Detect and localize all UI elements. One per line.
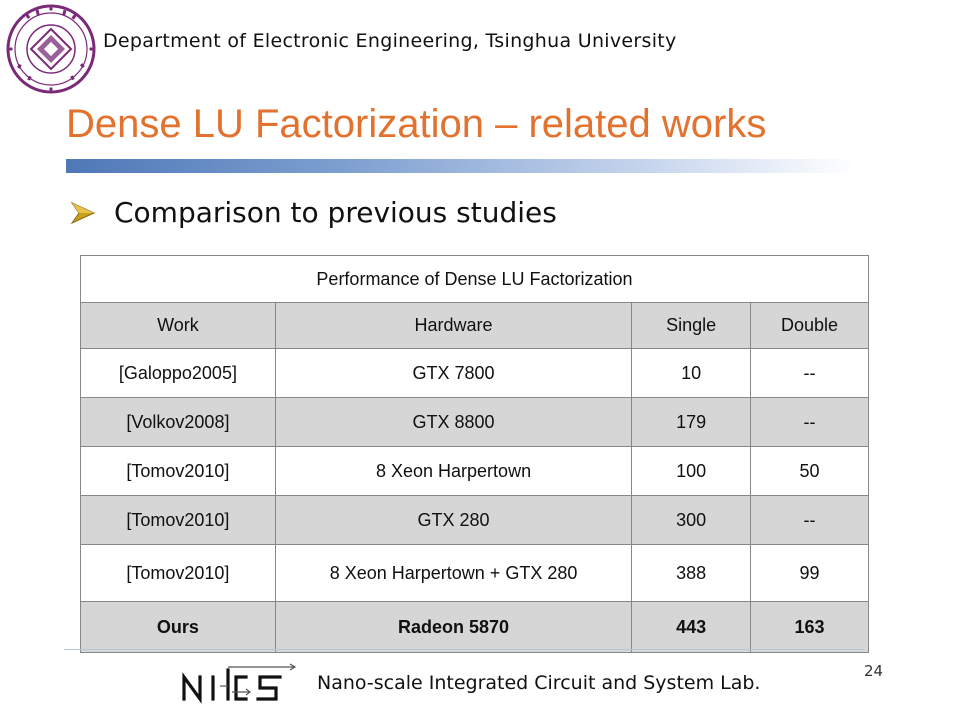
table-cell: 163 [750,601,869,653]
table-row: [Tomov2010] 8 Xeon Harpertown + GTX 280 … [80,544,869,602]
bullet-item: Comparison to previous studies [70,196,557,229]
page-number: 24 [864,662,884,680]
department-name: Department of Electronic Engineering, Ts… [103,30,677,52]
table-row: [Volkov2008] GTX 8800 179 -- [80,397,869,447]
table-cell: [Tomov2010] [80,495,276,545]
arrow-bullet-icon [70,201,96,224]
column-header: Hardware [274,302,633,349]
table-cell: [Tomov2010] [80,446,276,496]
lab-name: Nano-scale Integrated Circuit and System… [317,672,761,694]
table-cell: -- [750,495,869,545]
table-cell: 10 [631,348,752,398]
table-cell: 388 [631,544,752,602]
table-cell: -- [750,397,869,447]
table-row: [Tomov2010] GTX 280 300 -- [80,495,869,545]
table-caption: Performance of Dense LU Factorization [80,255,869,303]
table-cell: GTX 7800 [274,348,633,398]
table-row: [Galoppo2005] GTX 7800 10 -- [80,348,869,398]
table-row-highlight: Ours Radeon 5870 443 163 [80,601,869,653]
footer-divider [64,649,864,650]
performance-table: Performance of Dense LU Factorization Wo… [80,255,869,653]
university-seal-icon [6,4,96,94]
table-cell: 300 [631,495,752,545]
table-cell: 8 Xeon Harpertown [274,446,633,496]
table-cell: 179 [631,397,752,447]
table-cell: 99 [750,544,869,602]
bullet-text: Comparison to previous studies [114,196,557,229]
table-cell: GTX 8800 [274,397,633,447]
table-header-row: Work Hardware Single Double [80,302,869,349]
slide-title: Dense LU Factorization – related works [66,102,767,146]
title-underline-bar [66,159,856,173]
column-header: Work [80,302,276,349]
table-cell: [Volkov2008] [80,397,276,447]
nics-logo-icon [182,663,297,704]
table-cell: GTX 280 [274,495,633,545]
table-cell: 443 [631,601,752,653]
table-cell: Radeon 5870 [274,601,633,653]
table-cell: 8 Xeon Harpertown + GTX 280 [274,544,633,602]
table-cell: [Galoppo2005] [80,348,276,398]
table-row: [Tomov2010] 8 Xeon Harpertown 100 50 [80,446,869,496]
table-cell: 100 [631,446,752,496]
table-cell: [Tomov2010] [80,544,276,602]
table-cell: 50 [750,446,869,496]
column-header: Single [631,302,752,349]
table-cell: Ours [80,601,276,653]
column-header: Double [750,302,869,349]
table-cell: -- [750,348,869,398]
